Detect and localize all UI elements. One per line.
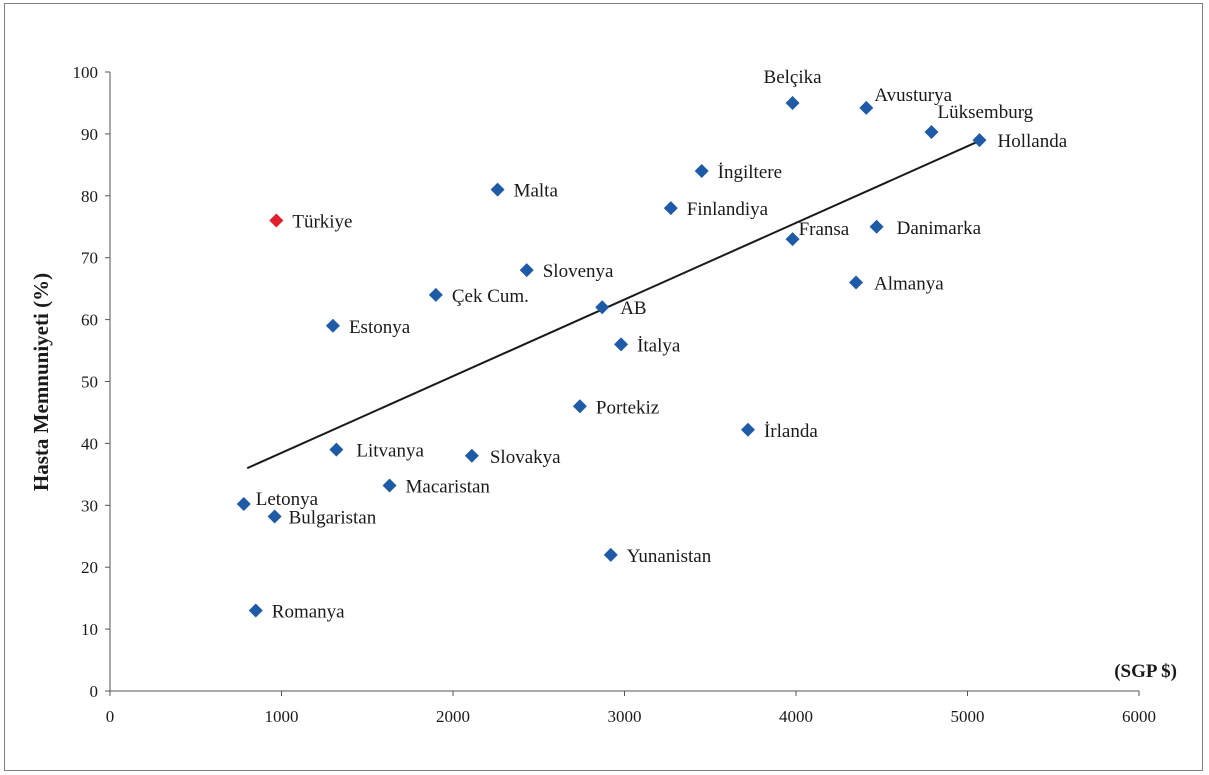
- data-point: [464, 448, 479, 463]
- chart-frame: [4, 3, 1203, 771]
- data-point: [248, 603, 263, 618]
- data-point: [382, 478, 397, 493]
- y-axis-title: Hasta Memnuniyeti (%): [29, 273, 53, 491]
- y-tick-label: 90: [81, 125, 98, 144]
- point-label: Estonya: [349, 317, 411, 338]
- data-point: [740, 422, 755, 437]
- data-point: [236, 497, 251, 512]
- point-label: Belçika: [764, 67, 823, 88]
- trendline-group: [246, 139, 982, 470]
- data-point: [614, 337, 629, 352]
- y-tick-label: 0: [90, 682, 99, 701]
- point-label: Bulgaristan: [289, 507, 377, 528]
- data-point: [428, 287, 443, 302]
- y-tick-label: 10: [81, 620, 98, 639]
- x-tick-label: 0: [106, 707, 115, 726]
- data-point: [785, 95, 800, 110]
- point-label: Macaristan: [406, 476, 491, 497]
- data-point: [325, 318, 340, 333]
- data-point: [924, 125, 939, 140]
- point-label: İngiltere: [718, 162, 782, 183]
- data-point: [849, 275, 864, 290]
- data-point: [519, 263, 534, 278]
- data-point: [859, 100, 874, 115]
- point-label: Litvanya: [356, 441, 424, 462]
- data-point: [869, 219, 884, 234]
- data-point: [785, 232, 800, 247]
- data-point: [972, 133, 987, 148]
- data-point: [595, 300, 610, 315]
- point-label: Fransa: [799, 219, 850, 240]
- y-tick-label: 50: [81, 373, 98, 392]
- point-label: Yunanistan: [627, 546, 712, 567]
- data-point: [490, 182, 505, 197]
- data-point: [267, 509, 282, 524]
- point-label: Letonya: [256, 489, 319, 510]
- y-tick-label: 100: [73, 63, 99, 82]
- point-label: Avusturya: [874, 85, 952, 106]
- points-group: [236, 95, 987, 618]
- point-label: Slovakya: [490, 447, 561, 468]
- point-label: AB: [620, 298, 646, 319]
- point-label: Finlandiya: [687, 199, 769, 220]
- point-label: Çek Cum.: [452, 286, 529, 307]
- point-label: Slovenya: [543, 261, 614, 282]
- data-point: [663, 201, 678, 216]
- data-point: [603, 547, 618, 562]
- y-tick-label: 40: [81, 434, 98, 453]
- y-tick-label: 30: [81, 496, 98, 515]
- point-label: Malta: [514, 181, 559, 202]
- point-label: İrlanda: [764, 421, 818, 442]
- point-label: Romanya: [272, 602, 345, 623]
- x-tick-label: 4000: [779, 707, 813, 726]
- x-tick-label: 6000: [1122, 707, 1156, 726]
- x-tick-label: 2000: [436, 707, 470, 726]
- x-tick-label: 5000: [951, 707, 985, 726]
- y-tick-label: 20: [81, 558, 98, 577]
- point-label: Hollanda: [998, 131, 1068, 152]
- x-tick-label: 1000: [265, 707, 299, 726]
- point-label: İtalya: [637, 335, 681, 356]
- point-label: Lüksemburg: [937, 102, 1033, 123]
- y-tick-label: 60: [81, 311, 98, 330]
- data-point-highlight: [269, 213, 284, 228]
- point-label: Danimarka: [897, 218, 982, 239]
- point-label: Portekiz: [596, 397, 659, 418]
- trendline: [246, 139, 982, 470]
- point-label: Türkiye: [292, 212, 352, 233]
- y-tick-label: 80: [81, 187, 98, 206]
- point-label: Almanya: [874, 273, 944, 294]
- x-tick-label: 3000: [608, 707, 642, 726]
- data-point: [329, 442, 344, 457]
- data-point: [694, 164, 709, 179]
- x-axis-unit-label: (SGP $): [1114, 661, 1177, 682]
- y-tick-label: 70: [81, 249, 98, 268]
- data-point: [572, 399, 587, 414]
